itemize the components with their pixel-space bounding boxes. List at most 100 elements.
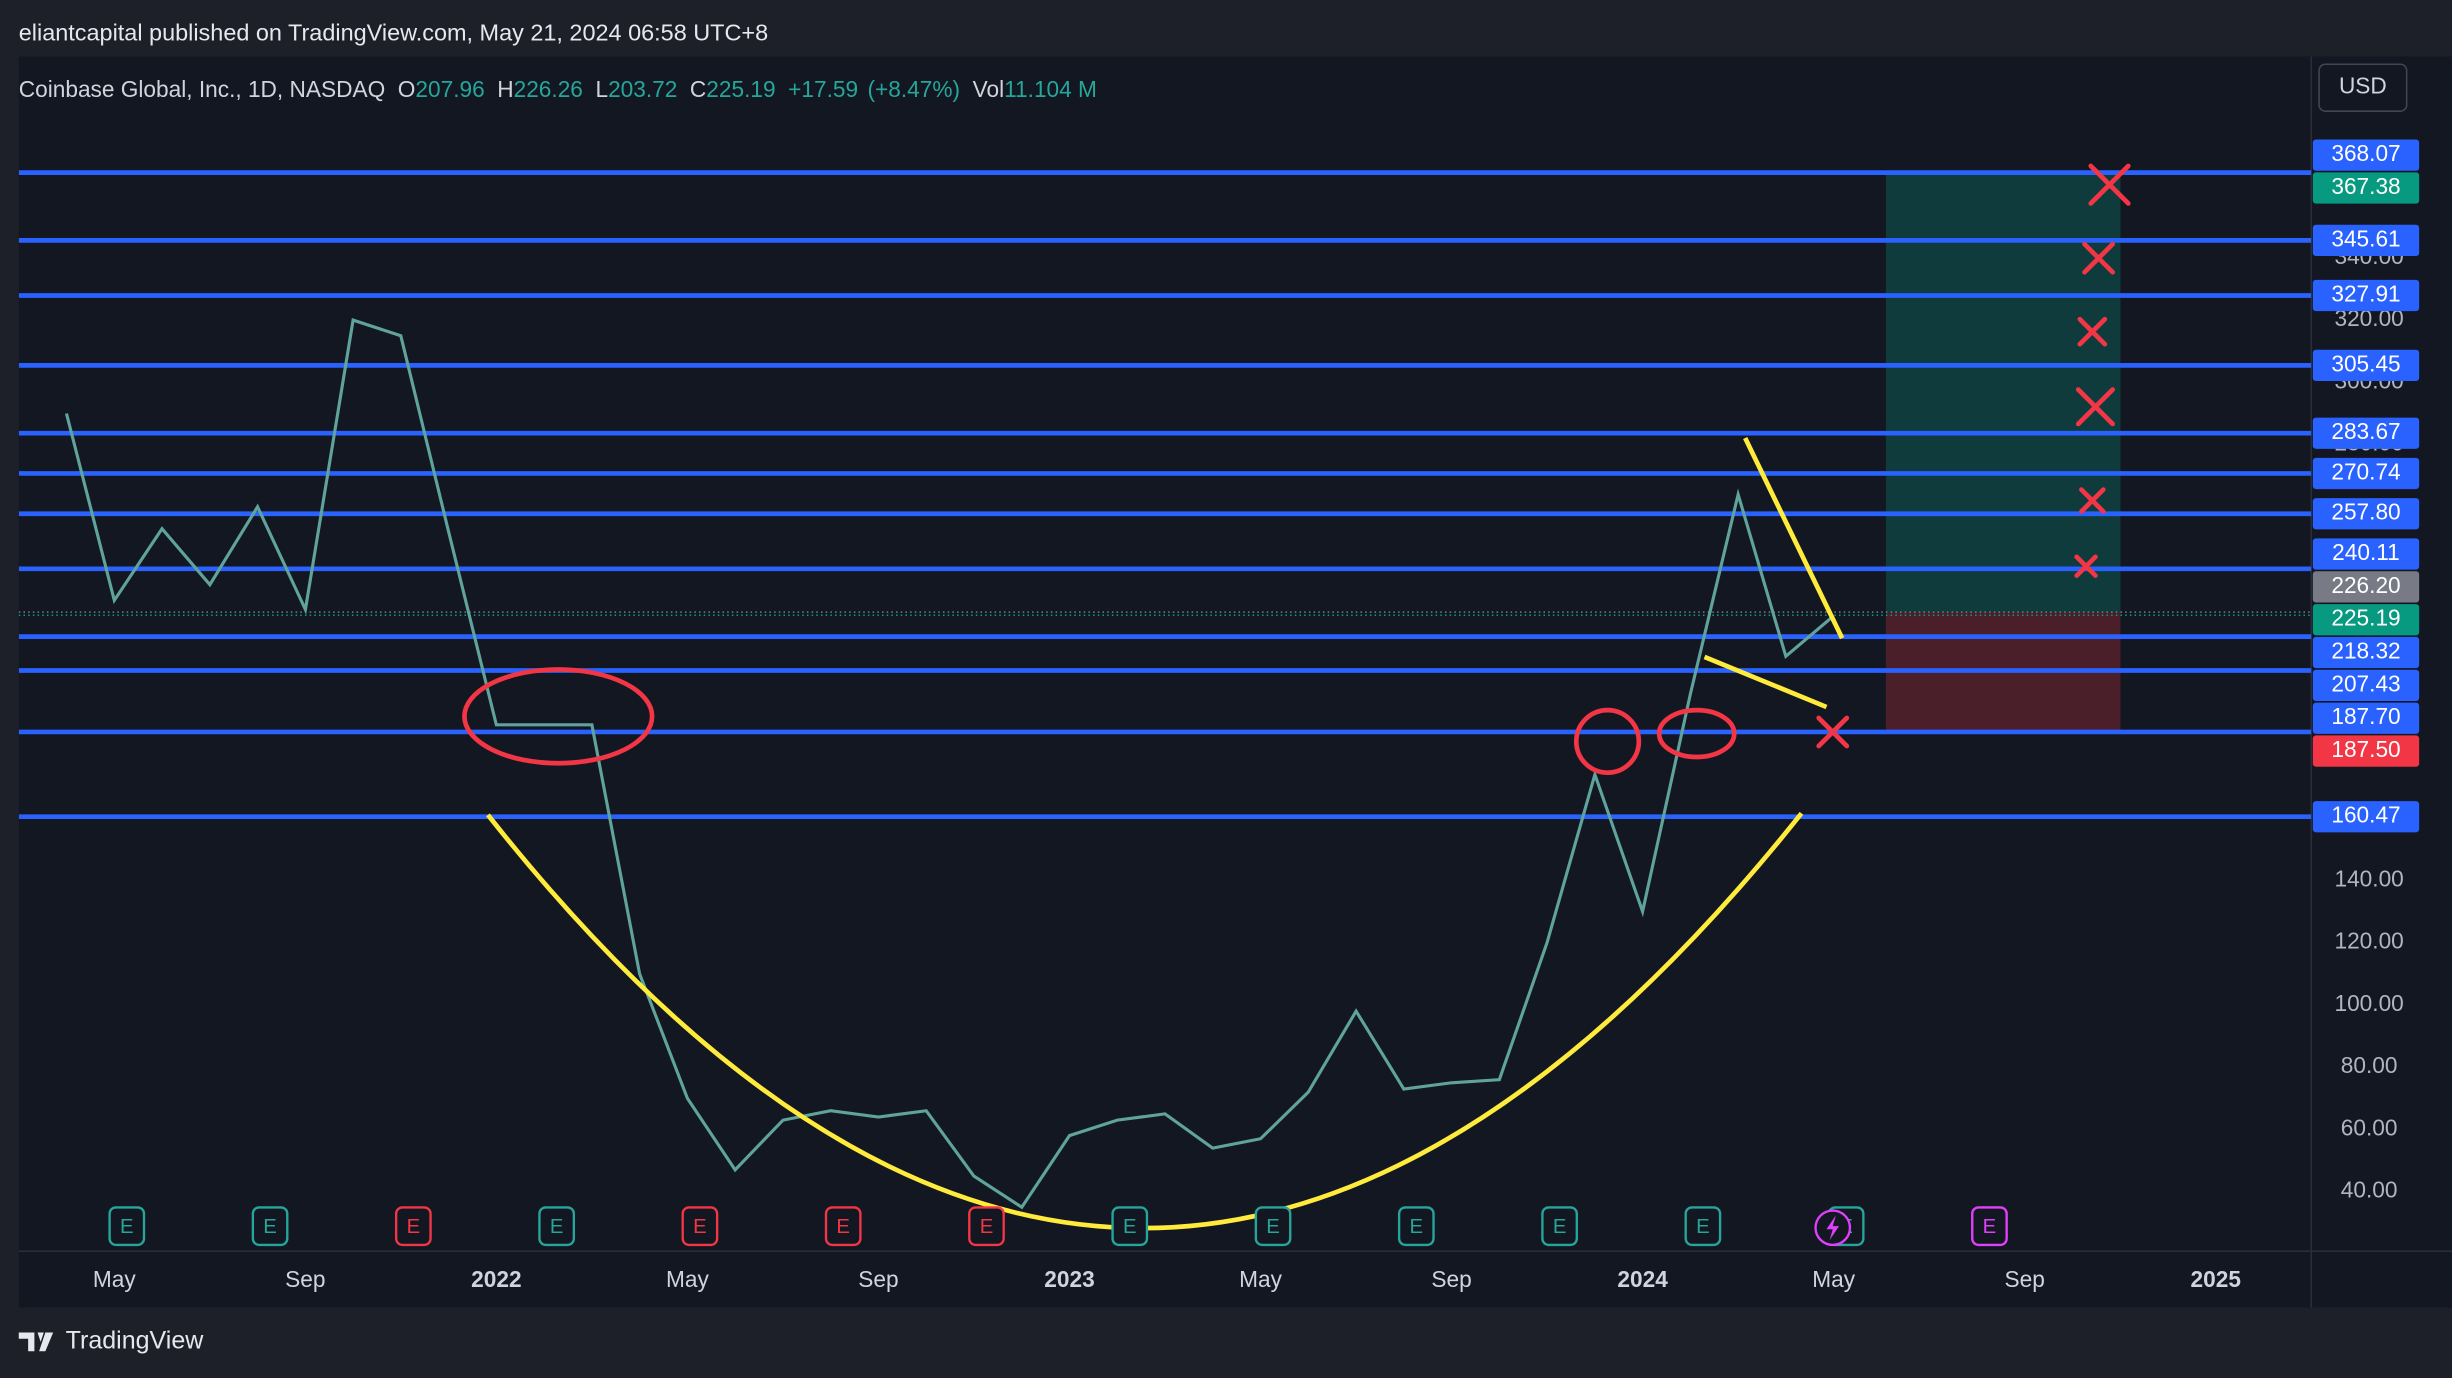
x-tick-label: May [93, 1266, 136, 1292]
earnings-badge: E [1111, 1206, 1149, 1247]
overlay-layer: EEEEEEEEEEEEEE368.07367.38345.61327.9130… [108, 139, 2420, 1247]
brand: TradingView [66, 1326, 205, 1354]
earnings-box [1397, 1206, 1435, 1247]
y-tick-label: 40.00 [2341, 1177, 2398, 1203]
earnings-label: E [1696, 1216, 1710, 1238]
earnings-badge: E [968, 1206, 1005, 1247]
price-label: 345.61 [2331, 225, 2400, 251]
symbol-legend: Coinbase Global, Inc., 1D, NASDAQ O207.9… [19, 76, 1097, 102]
price-label: 367.38 [2331, 173, 2400, 199]
price-label-box [2312, 571, 2420, 603]
earnings-box [1541, 1206, 1578, 1247]
earnings-box [538, 1206, 576, 1247]
price-label-box [2312, 349, 2420, 382]
price-label: 257.80 [2331, 499, 2400, 525]
price-label-box [2312, 417, 2420, 449]
earnings-badge: E [1397, 1206, 1435, 1247]
x-marker [1816, 715, 1850, 749]
legend-value: 226.26 [514, 76, 583, 102]
y-tick-label: 100.00 [2334, 990, 2403, 1016]
currency-button[interactable] [2318, 63, 2408, 112]
x-tick-label: 2022 [471, 1266, 521, 1292]
earnings-label: E [1266, 1216, 1280, 1238]
earnings-label: E [980, 1216, 994, 1238]
y-tick-label: 120.00 [2334, 928, 2403, 954]
earnings-label: E [550, 1216, 564, 1238]
price-label: 187.70 [2331, 703, 2400, 729]
earnings-badge: E [251, 1206, 289, 1247]
price-label: 305.45 [2331, 350, 2400, 376]
legend-value: 203.72 [608, 76, 677, 102]
price-label-box [2312, 538, 2420, 570]
earnings-box [681, 1206, 719, 1247]
earnings-box [394, 1206, 432, 1247]
price-label-box [2312, 801, 2420, 833]
price-label: 160.47 [2331, 802, 2400, 828]
price-label: 327.91 [2331, 280, 2400, 306]
price-label: 207.43 [2331, 670, 2400, 696]
legend-key: C [690, 76, 706, 102]
price-label-box [2312, 498, 2420, 530]
x-tick-label: 2024 [1617, 1266, 1668, 1292]
price-line-series [64, 318, 1835, 1210]
legend-volume: 11.104 M [1004, 76, 1097, 102]
x-marker [2075, 387, 2116, 427]
earnings-badge: E [681, 1206, 719, 1247]
lightning [1826, 1215, 1839, 1241]
earnings-box [968, 1206, 1005, 1247]
price-label-box [2312, 172, 2420, 204]
x-tick-label: 2023 [1044, 1266, 1094, 1292]
x-marker [2077, 316, 2108, 347]
price-label-box [2312, 224, 2420, 257]
earnings-box [108, 1206, 146, 1247]
x-tick-label: May [666, 1266, 709, 1292]
price-label: 218.32 [2331, 638, 2400, 664]
y-tick-label: 80.00 [2341, 1052, 2398, 1078]
x-tick-label: Sep [285, 1266, 325, 1292]
x-tick-label: Sep [858, 1266, 898, 1292]
earnings-label: E [120, 1216, 134, 1238]
wedge-line [1703, 654, 1828, 710]
earnings-badge: E [394, 1206, 432, 1247]
price-label-box [2312, 604, 2420, 636]
earnings-label: E [1123, 1216, 1137, 1238]
x-tick-label: May [1812, 1266, 1855, 1292]
legend-value: 225.19 [706, 76, 775, 102]
earnings-box [824, 1206, 862, 1247]
wedge-line [1743, 436, 1845, 640]
symbol: Coinbase Global, Inc., 1D, NASDAQ [19, 76, 385, 102]
x-tick-label: May [1239, 1266, 1282, 1292]
circle-marker [462, 667, 655, 766]
earnings-box [1971, 1206, 2008, 1247]
price-label: 240.11 [2332, 539, 2400, 565]
earnings-label: E [693, 1216, 707, 1238]
legend-key: Vol [973, 76, 1005, 102]
logo-mark [18, 1332, 54, 1352]
y-tick-label: 60.00 [2341, 1114, 2398, 1140]
earnings-label: E [836, 1216, 850, 1238]
x-marker [2074, 554, 2098, 578]
price-label-box [2312, 457, 2420, 490]
earnings-badge: E [1541, 1206, 1578, 1247]
x-marker [2082, 241, 2116, 275]
header: eliantcapital published on TradingView.c… [19, 20, 768, 46]
legend-key: H [497, 76, 513, 102]
x-tick-label: 2025 [2191, 1266, 2241, 1292]
earnings-label: E [1983, 1216, 1997, 1238]
earnings-label: E [263, 1216, 277, 1238]
price-label: 187.50 [2331, 736, 2400, 762]
y-tick-label: 140.00 [2334, 865, 2403, 891]
legend-value: 207.96 [415, 76, 484, 102]
x-tick-label: Sep [2005, 1266, 2045, 1292]
circle-marker [1573, 707, 1642, 776]
price-label-box [2312, 139, 2420, 171]
earnings-badge: E [108, 1206, 146, 1247]
currency[interactable]: USD [2339, 73, 2387, 99]
earnings-box [1111, 1206, 1149, 1247]
earnings-box [1684, 1206, 1722, 1247]
earnings-box [1254, 1206, 1292, 1247]
price-label: 225.19 [2331, 605, 2400, 631]
earnings-box [251, 1206, 289, 1247]
earnings-badge: E [1684, 1206, 1722, 1247]
price-label: 270.74 [2331, 458, 2400, 484]
